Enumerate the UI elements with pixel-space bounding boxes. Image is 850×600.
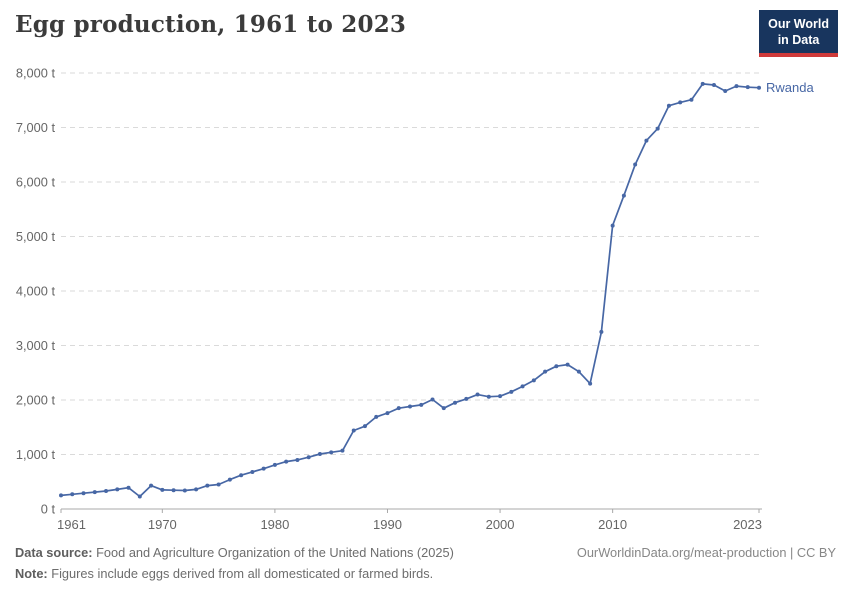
data-point[interactable]	[757, 85, 761, 90]
y-tick-label: 6,000 t	[16, 175, 56, 190]
data-source-line: Data source: Food and Agriculture Organi…	[15, 543, 454, 564]
data-point[interactable]	[171, 488, 176, 493]
data-point[interactable]	[227, 477, 232, 482]
data-point[interactable]	[250, 469, 255, 474]
data-point[interactable]	[621, 193, 626, 198]
data-point[interactable]	[182, 488, 187, 493]
y-tick-label: 1,000 t	[16, 447, 56, 462]
data-point[interactable]	[531, 378, 536, 383]
data-point[interactable]	[149, 483, 154, 488]
data-point[interactable]	[351, 428, 356, 433]
data-point[interactable]	[464, 396, 469, 401]
data-point[interactable]	[115, 487, 120, 492]
data-point[interactable]	[633, 162, 638, 167]
data-line[interactable]	[60, 83, 760, 498]
data-point[interactable]	[317, 451, 322, 456]
data-point[interactable]	[261, 466, 266, 471]
data-point[interactable]	[610, 223, 615, 228]
data-point[interactable]	[565, 362, 570, 367]
data-point[interactable]	[588, 381, 593, 386]
data-point[interactable]	[329, 450, 334, 455]
data-point[interactable]	[486, 394, 491, 399]
data-point[interactable]	[520, 384, 525, 389]
data-point[interactable]	[160, 487, 165, 492]
data-point[interactable]	[104, 489, 109, 494]
data-point[interactable]	[340, 448, 345, 453]
y-tick-label: 2,000 t	[16, 393, 56, 408]
data-point[interactable]	[306, 455, 311, 460]
data-point[interactable]	[509, 389, 514, 394]
data-point[interactable]	[711, 82, 716, 87]
data-point[interactable]	[70, 492, 75, 497]
data-point[interactable]	[284, 459, 289, 464]
data-point[interactable]	[453, 400, 458, 405]
data-point[interactable]	[419, 402, 424, 407]
y-tick-label: 0 t	[41, 502, 56, 517]
data-point[interactable]	[216, 482, 221, 487]
data-point[interactable]	[655, 126, 660, 131]
y-tick-label: 3,000 t	[16, 338, 56, 353]
data-point[interactable]	[396, 406, 401, 411]
chart-footer: Data source: Food and Agriculture Organi…	[15, 543, 836, 584]
data-point[interactable]	[543, 369, 548, 374]
x-tick-label: 2023	[733, 517, 762, 532]
data-source-label: Data source:	[15, 545, 93, 560]
data-source-text: Food and Agriculture Organization of the…	[96, 545, 454, 560]
note-line: Note: Figures include eggs derived from …	[15, 564, 454, 585]
data-point[interactable]	[374, 414, 379, 419]
data-point[interactable]	[272, 462, 277, 467]
footer-link[interactable]: OurWorldinData.org/meat-production | CC …	[576, 545, 836, 560]
data-point[interactable]	[59, 493, 63, 498]
logo-line-1: Our World	[768, 17, 829, 31]
x-tick-label: 1990	[373, 517, 402, 532]
x-tick-label: 1961	[57, 517, 86, 532]
data-point[interactable]	[385, 411, 390, 416]
data-point[interactable]	[441, 406, 446, 411]
note-label: Note:	[15, 565, 48, 581]
data-point[interactable]	[137, 494, 142, 499]
data-point[interactable]	[362, 424, 367, 429]
data-point[interactable]	[576, 369, 581, 374]
page-title: Egg production, 1961 to 2023	[15, 11, 407, 38]
y-tick-label: 8,000 t	[16, 66, 56, 81]
data-point[interactable]	[700, 81, 705, 86]
y-tick-label: 4,000 t	[16, 284, 56, 299]
logo-line-2: in Data	[777, 33, 820, 48]
data-point[interactable]	[599, 329, 604, 334]
data-point[interactable]	[554, 364, 559, 369]
y-tick-label: 5,000 t	[16, 229, 56, 244]
data-point[interactable]	[92, 490, 97, 495]
x-tick-label: 2010	[598, 517, 627, 532]
data-point[interactable]	[666, 103, 671, 108]
data-point[interactable]	[745, 85, 750, 90]
data-point[interactable]	[205, 483, 210, 488]
x-tick-label: 1980	[260, 517, 289, 532]
note-text: Figures include eggs derived from all do…	[51, 565, 434, 581]
data-point[interactable]	[678, 100, 683, 105]
data-point[interactable]	[239, 473, 244, 478]
owid-logo[interactable]: Our World in Data	[759, 10, 838, 57]
data-point[interactable]	[644, 138, 649, 143]
x-tick-label: 2000	[486, 517, 515, 532]
entity-label[interactable]: Rwanda	[766, 80, 814, 95]
y-tick-label: 7,000 t	[16, 120, 56, 135]
data-point[interactable]	[430, 397, 435, 402]
data-point[interactable]	[689, 97, 694, 102]
data-point[interactable]	[194, 487, 199, 492]
data-point[interactable]	[408, 404, 412, 409]
data-point[interactable]	[723, 88, 728, 93]
footer-source-note: Data source: Food and Agriculture Organi…	[15, 543, 454, 584]
data-point[interactable]	[81, 491, 86, 496]
x-tick-label: 1970	[148, 517, 177, 532]
data-point[interactable]	[498, 394, 503, 399]
data-point[interactable]	[475, 392, 480, 397]
data-point[interactable]	[295, 457, 300, 462]
data-point[interactable]	[734, 84, 739, 89]
data-point[interactable]	[126, 485, 131, 490]
